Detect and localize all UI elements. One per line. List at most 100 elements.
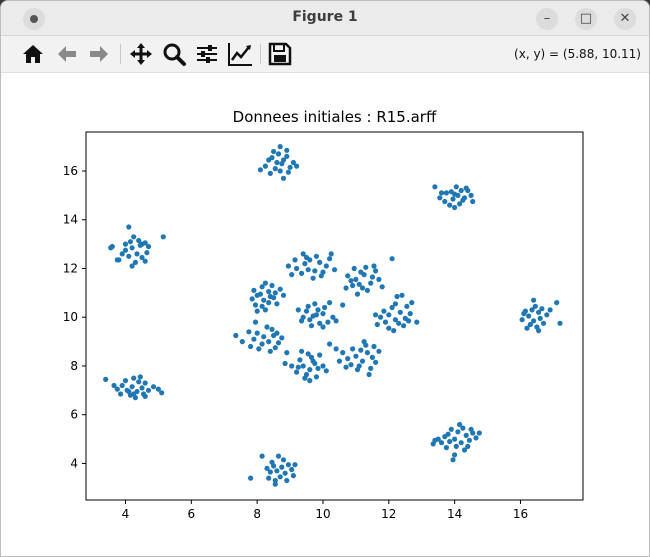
data-point	[369, 274, 375, 280]
data-point	[437, 195, 443, 201]
y-tick-label: 4	[70, 456, 78, 470]
back-arrow-icon[interactable]	[53, 40, 81, 68]
data-point	[463, 185, 469, 191]
data-point	[536, 309, 542, 315]
data-point	[452, 436, 458, 442]
data-point	[294, 163, 300, 169]
data-point	[317, 320, 323, 326]
edit-axis-icon[interactable]	[226, 40, 254, 68]
data-point	[259, 303, 265, 309]
data-point	[336, 358, 342, 364]
data-point	[277, 168, 283, 174]
data-point	[391, 328, 397, 334]
window-title: Figure 1	[292, 9, 358, 25]
data-point	[272, 166, 278, 172]
data-point	[401, 323, 407, 329]
data-point	[368, 280, 374, 286]
data-point	[257, 167, 263, 173]
close-button[interactable]: ✕	[614, 8, 636, 30]
save-icon[interactable]	[266, 40, 294, 68]
data-point	[521, 311, 527, 317]
data-point	[457, 201, 463, 207]
data-point	[144, 250, 150, 256]
data-point	[313, 374, 319, 380]
data-point	[284, 477, 290, 484]
data-point	[257, 291, 263, 297]
scatter-chart[interactable]: Donnees initiales : R15.arff 4 6 8 10 12 14 16 4…	[5, 73, 645, 555]
data-point	[325, 319, 331, 325]
data-point	[274, 468, 280, 474]
data-point	[264, 324, 270, 330]
data-point	[142, 393, 148, 399]
data-point	[275, 151, 282, 157]
data-point	[299, 318, 305, 324]
maximize-button[interactable]: □	[575, 8, 597, 30]
data-point	[452, 191, 458, 197]
data-point	[392, 301, 398, 307]
data-point	[460, 425, 466, 431]
data-point	[536, 328, 542, 334]
data-point	[524, 325, 530, 331]
data-point	[136, 379, 142, 385]
data-point	[468, 192, 474, 198]
data-point	[376, 276, 382, 282]
data-point	[529, 307, 535, 313]
forward-arrow-icon[interactable]	[85, 40, 113, 68]
data-point	[438, 440, 445, 446]
data-point	[289, 466, 295, 473]
data-point	[129, 245, 135, 251]
data-point	[114, 257, 120, 263]
data-point	[386, 312, 392, 318]
data-point	[317, 352, 323, 358]
data-point	[371, 263, 377, 269]
data-point	[285, 462, 291, 468]
data-point	[379, 284, 385, 290]
figure-canvas[interactable]: Donnees initiales : R15.arff 4 6 8 10 12 14 16 4…	[5, 73, 645, 555]
data-point	[300, 251, 306, 257]
data-point	[466, 437, 472, 443]
data-point	[371, 343, 377, 350]
data-point	[269, 459, 275, 465]
x-tick-label: 10	[315, 507, 330, 521]
pan-icon[interactable]	[127, 40, 155, 68]
data-point	[267, 469, 273, 475]
zoom-icon[interactable]	[160, 40, 188, 68]
data-point	[310, 275, 316, 281]
minimize-button[interactable]: –	[536, 8, 558, 30]
data-point	[282, 470, 288, 476]
y-tick-label: 8	[70, 359, 78, 373]
data-point	[473, 435, 479, 441]
data-point	[139, 385, 145, 391]
data-point	[313, 253, 319, 259]
data-point	[327, 300, 333, 306]
data-point	[345, 273, 351, 279]
data-point	[540, 320, 547, 326]
configure-subplots-icon[interactable]	[193, 40, 221, 68]
data-point	[307, 367, 313, 373]
data-point	[399, 292, 405, 298]
data-point	[364, 350, 370, 356]
data-point	[450, 196, 456, 202]
data-point	[547, 307, 553, 313]
data-point	[292, 257, 298, 263]
data-point	[287, 164, 293, 170]
data-point	[269, 282, 275, 289]
data-point	[266, 300, 272, 306]
data-point	[407, 311, 413, 317]
data-point	[359, 285, 366, 291]
data-point	[122, 247, 129, 253]
data-point	[404, 303, 410, 309]
home-icon[interactable]	[19, 40, 47, 68]
data-point	[300, 363, 306, 369]
data-point	[272, 345, 278, 351]
window-menu-icon[interactable]	[23, 8, 45, 30]
data-point	[333, 318, 339, 324]
x-tick-label: 8	[253, 507, 261, 521]
data-point	[389, 304, 395, 311]
data-point	[266, 289, 272, 295]
data-point	[290, 159, 296, 166]
data-point	[463, 432, 469, 438]
data-point	[272, 481, 278, 487]
data-point	[308, 323, 315, 329]
data-point	[453, 184, 459, 190]
